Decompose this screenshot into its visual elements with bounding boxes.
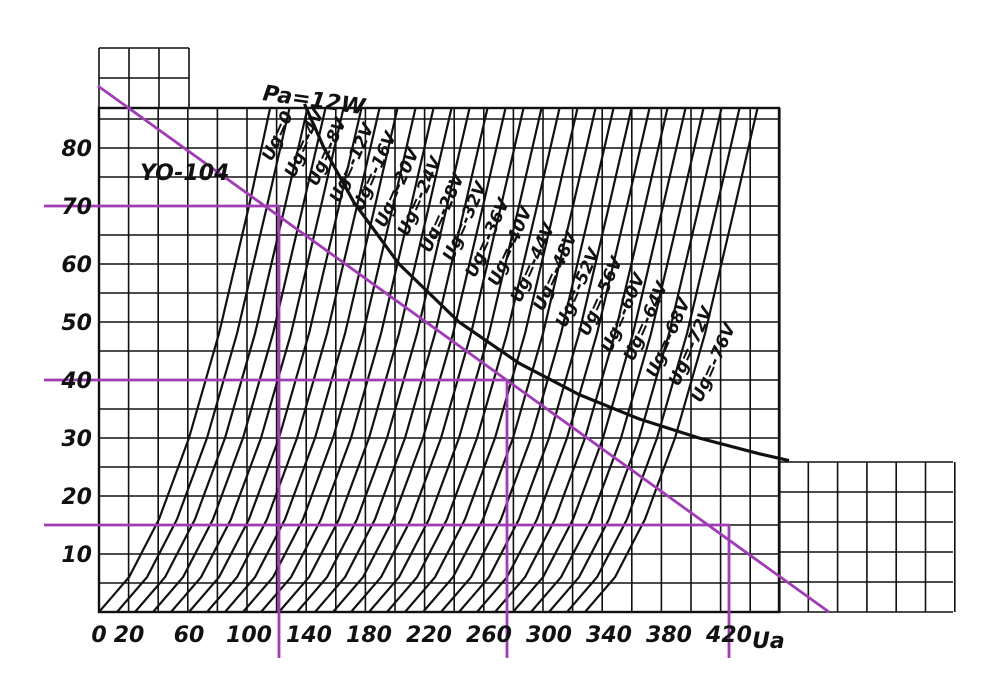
series-curve-10 [260,108,435,612]
plot-frame [97,106,781,614]
x-tick-label: 220 [406,623,452,648]
series-curve-24 [512,108,687,612]
series-curve-27 [566,108,741,612]
series-curve-25 [530,108,705,612]
x-tick-label: 180 [346,623,392,648]
series-curve-16 [368,108,543,612]
series-curve-20 [440,108,615,612]
y-tick-label: 70 [61,195,92,220]
series-curve-4 [152,108,327,612]
y-tick-label: 30 [61,427,92,452]
x-tick-label: 420 [705,623,752,648]
x-tick-label: 20 [114,623,145,648]
series-curve-11 [278,108,453,612]
y-tick-label: 10 [61,543,92,568]
overlay-layer [44,84,830,658]
series-curve-19 [422,108,597,612]
series-curve-5 [170,108,345,612]
series-curve-9 [242,108,417,612]
power-curve [303,103,790,463]
series-curve-8 [224,108,399,612]
series-curve-13 [314,108,489,612]
series-curve-26 [548,108,723,612]
x-axis-label: Ua [752,629,785,654]
series-curve-18 [404,108,579,612]
series-curve-28 [584,108,759,612]
series-curve-15 [350,108,525,612]
y-tick-label: 50 [61,311,92,336]
y-tick-label: 60 [61,253,92,278]
series-curve-14 [332,108,507,612]
tick-label-layer: 0 20 60 100 140 180 220 260 300 340 380 420 10 20 30 40… [60,137,752,648]
x-tick-label: 0 [91,623,106,648]
x-tick-label: 340 [586,623,632,648]
x-tick-label: 60 [174,623,205,648]
x-tick-label: 380 [646,623,692,648]
y-tick-label: 80 [61,137,92,162]
x-tick-label: 260 [466,623,512,648]
series-curve-12 [296,108,471,612]
power-curve-layer [303,103,790,463]
series-curve-17 [386,108,561,612]
x-tick-label: 100 [226,623,272,648]
series-curve-21 [458,108,633,612]
y-tick-label: 20 [61,485,92,510]
y-tick-label: 40 [60,369,92,394]
x-tick-label: 300 [526,623,572,648]
tube-label: YO-104 [140,161,229,186]
series-curve-3 [134,108,309,612]
x-tick-label: 140 [286,623,332,648]
